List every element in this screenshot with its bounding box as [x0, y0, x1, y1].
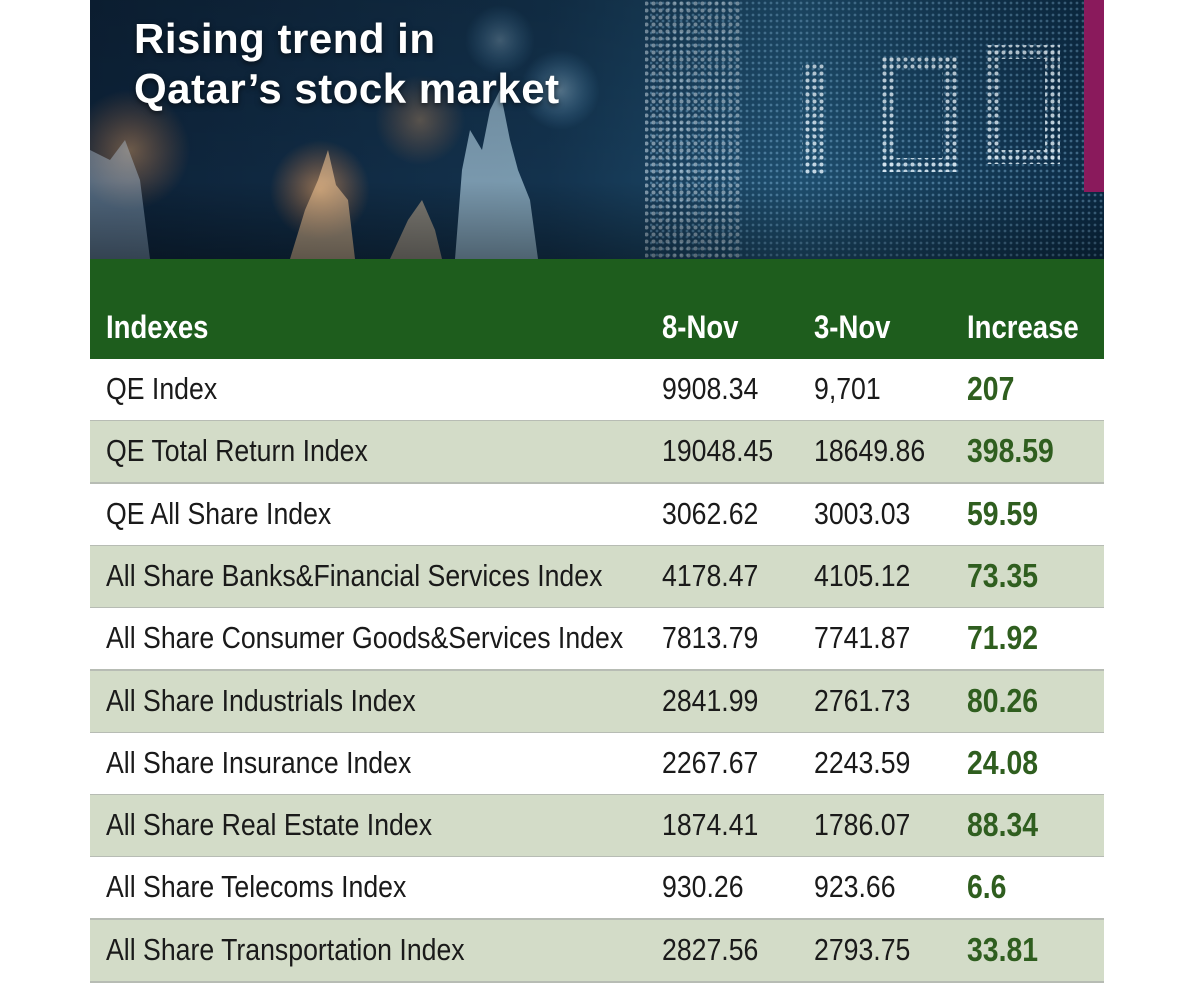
value-8-nov-cell: 1874.41 [662, 807, 759, 843]
increase-cell: 80.26 [967, 681, 1039, 719]
index-name-cell: All Share Industrials Index [106, 682, 416, 718]
value-3-nov-cell: 9,701 [814, 371, 881, 406]
increase-cell: 24.08 [967, 743, 1039, 781]
table-row: All Share Transportation Index 2827.56 279… [90, 919, 1104, 983]
column-header-3-nov: 3-Nov [814, 309, 891, 345]
value-3-nov-cell: 1786.07 [814, 807, 911, 843]
value-8-nov-cell: 2267.67 [662, 744, 759, 780]
column-header-8-nov: 8-Nov [662, 309, 739, 345]
value-8-nov-cell: 4178.47 [662, 557, 759, 593]
value-3-nov-cell: 2761.73 [814, 682, 911, 718]
table-row: All Share Industrials Index 2841.99 2761.7… [90, 670, 1104, 734]
table-row: QE Index 9908.34 9,701 207 [90, 359, 1104, 422]
value-8-nov-cell: 9908.34 [662, 371, 759, 406]
value-8-nov-cell: 3062.62 [662, 495, 759, 531]
infographic: Rising trend in Qatar’s stock market Ind… [90, 0, 1104, 983]
value-8-nov-cell: 930.26 [662, 869, 744, 905]
column-header-indexes: Indexes [106, 309, 209, 345]
chart-title-line-2: Qatar’s stock market [134, 65, 560, 112]
value-3-nov-cell: 923.66 [814, 869, 896, 905]
increase-cell: 59.59 [967, 494, 1039, 532]
value-8-nov-cell: 2841.99 [662, 682, 759, 718]
value-3-nov-cell: 4105.12 [814, 557, 911, 593]
table-row: QE Total Return Index 19048.45 18649.86 398… [90, 421, 1104, 485]
table-row: All Share Telecoms Index 930.26 923.66 6.6 [90, 857, 1104, 921]
table-row: All Share Banks&Financial Services Index… [90, 545, 1104, 609]
chart-title: Rising trend in Qatar’s stock market [134, 14, 694, 114]
value-8-nov-cell: 7813.79 [662, 620, 759, 656]
increase-cell: 207 [967, 370, 1015, 407]
table-row: QE All Share Index 3062.62 3003.03 59.59 [90, 483, 1104, 547]
index-name-cell: All Share Insurance Index [106, 744, 412, 780]
value-3-nov-cell: 18649.86 [814, 433, 926, 469]
table-row: All Share Consumer Goods&Services Index 7… [90, 608, 1104, 672]
column-header-increase: Increase [967, 309, 1079, 345]
increase-cell: 73.35 [967, 556, 1039, 594]
header-banner: Rising trend in Qatar’s stock market [90, 0, 1104, 259]
value-8-nov-cell: 19048.45 [662, 433, 774, 469]
index-name-cell: All Share Consumer Goods&Services Index [106, 620, 624, 656]
value-8-nov-cell: 2827.56 [662, 931, 759, 967]
value-3-nov-cell: 3003.03 [814, 495, 911, 531]
value-3-nov-cell: 7741.87 [814, 620, 911, 656]
index-name-cell: All Share Transportation Index [106, 931, 465, 967]
value-3-nov-cell: 2243.59 [814, 744, 911, 780]
increase-cell: 6.6 [967, 868, 1007, 906]
index-name-cell: All Share Banks&Financial Services Index [106, 557, 603, 593]
increase-cell: 33.81 [967, 930, 1039, 968]
index-name-cell: All Share Real Estate Index [106, 807, 433, 843]
table-row: All Share Real Estate Index 1874.41 1786.0… [90, 795, 1104, 859]
increase-cell: 398.59 [967, 432, 1054, 470]
accent-strip [1084, 0, 1104, 192]
chart-title-line-1: Rising trend in [134, 15, 436, 62]
index-name-cell: QE Total Return Index [106, 433, 368, 469]
table-header: Indexes 8-Nov 3-Nov Increase [90, 259, 1104, 359]
index-name-cell: QE All Share Index [106, 495, 332, 531]
increase-cell: 71.92 [967, 619, 1039, 657]
index-name-cell: All Share Telecoms Index [106, 869, 407, 905]
table-row: All Share Insurance Index 2267.67 2243.59 2… [90, 732, 1104, 796]
value-3-nov-cell: 2793.75 [814, 931, 911, 967]
stock-market-backdrop-image [90, 0, 1104, 259]
increase-cell: 88.34 [967, 806, 1039, 844]
index-name-cell: QE Index [106, 371, 218, 406]
